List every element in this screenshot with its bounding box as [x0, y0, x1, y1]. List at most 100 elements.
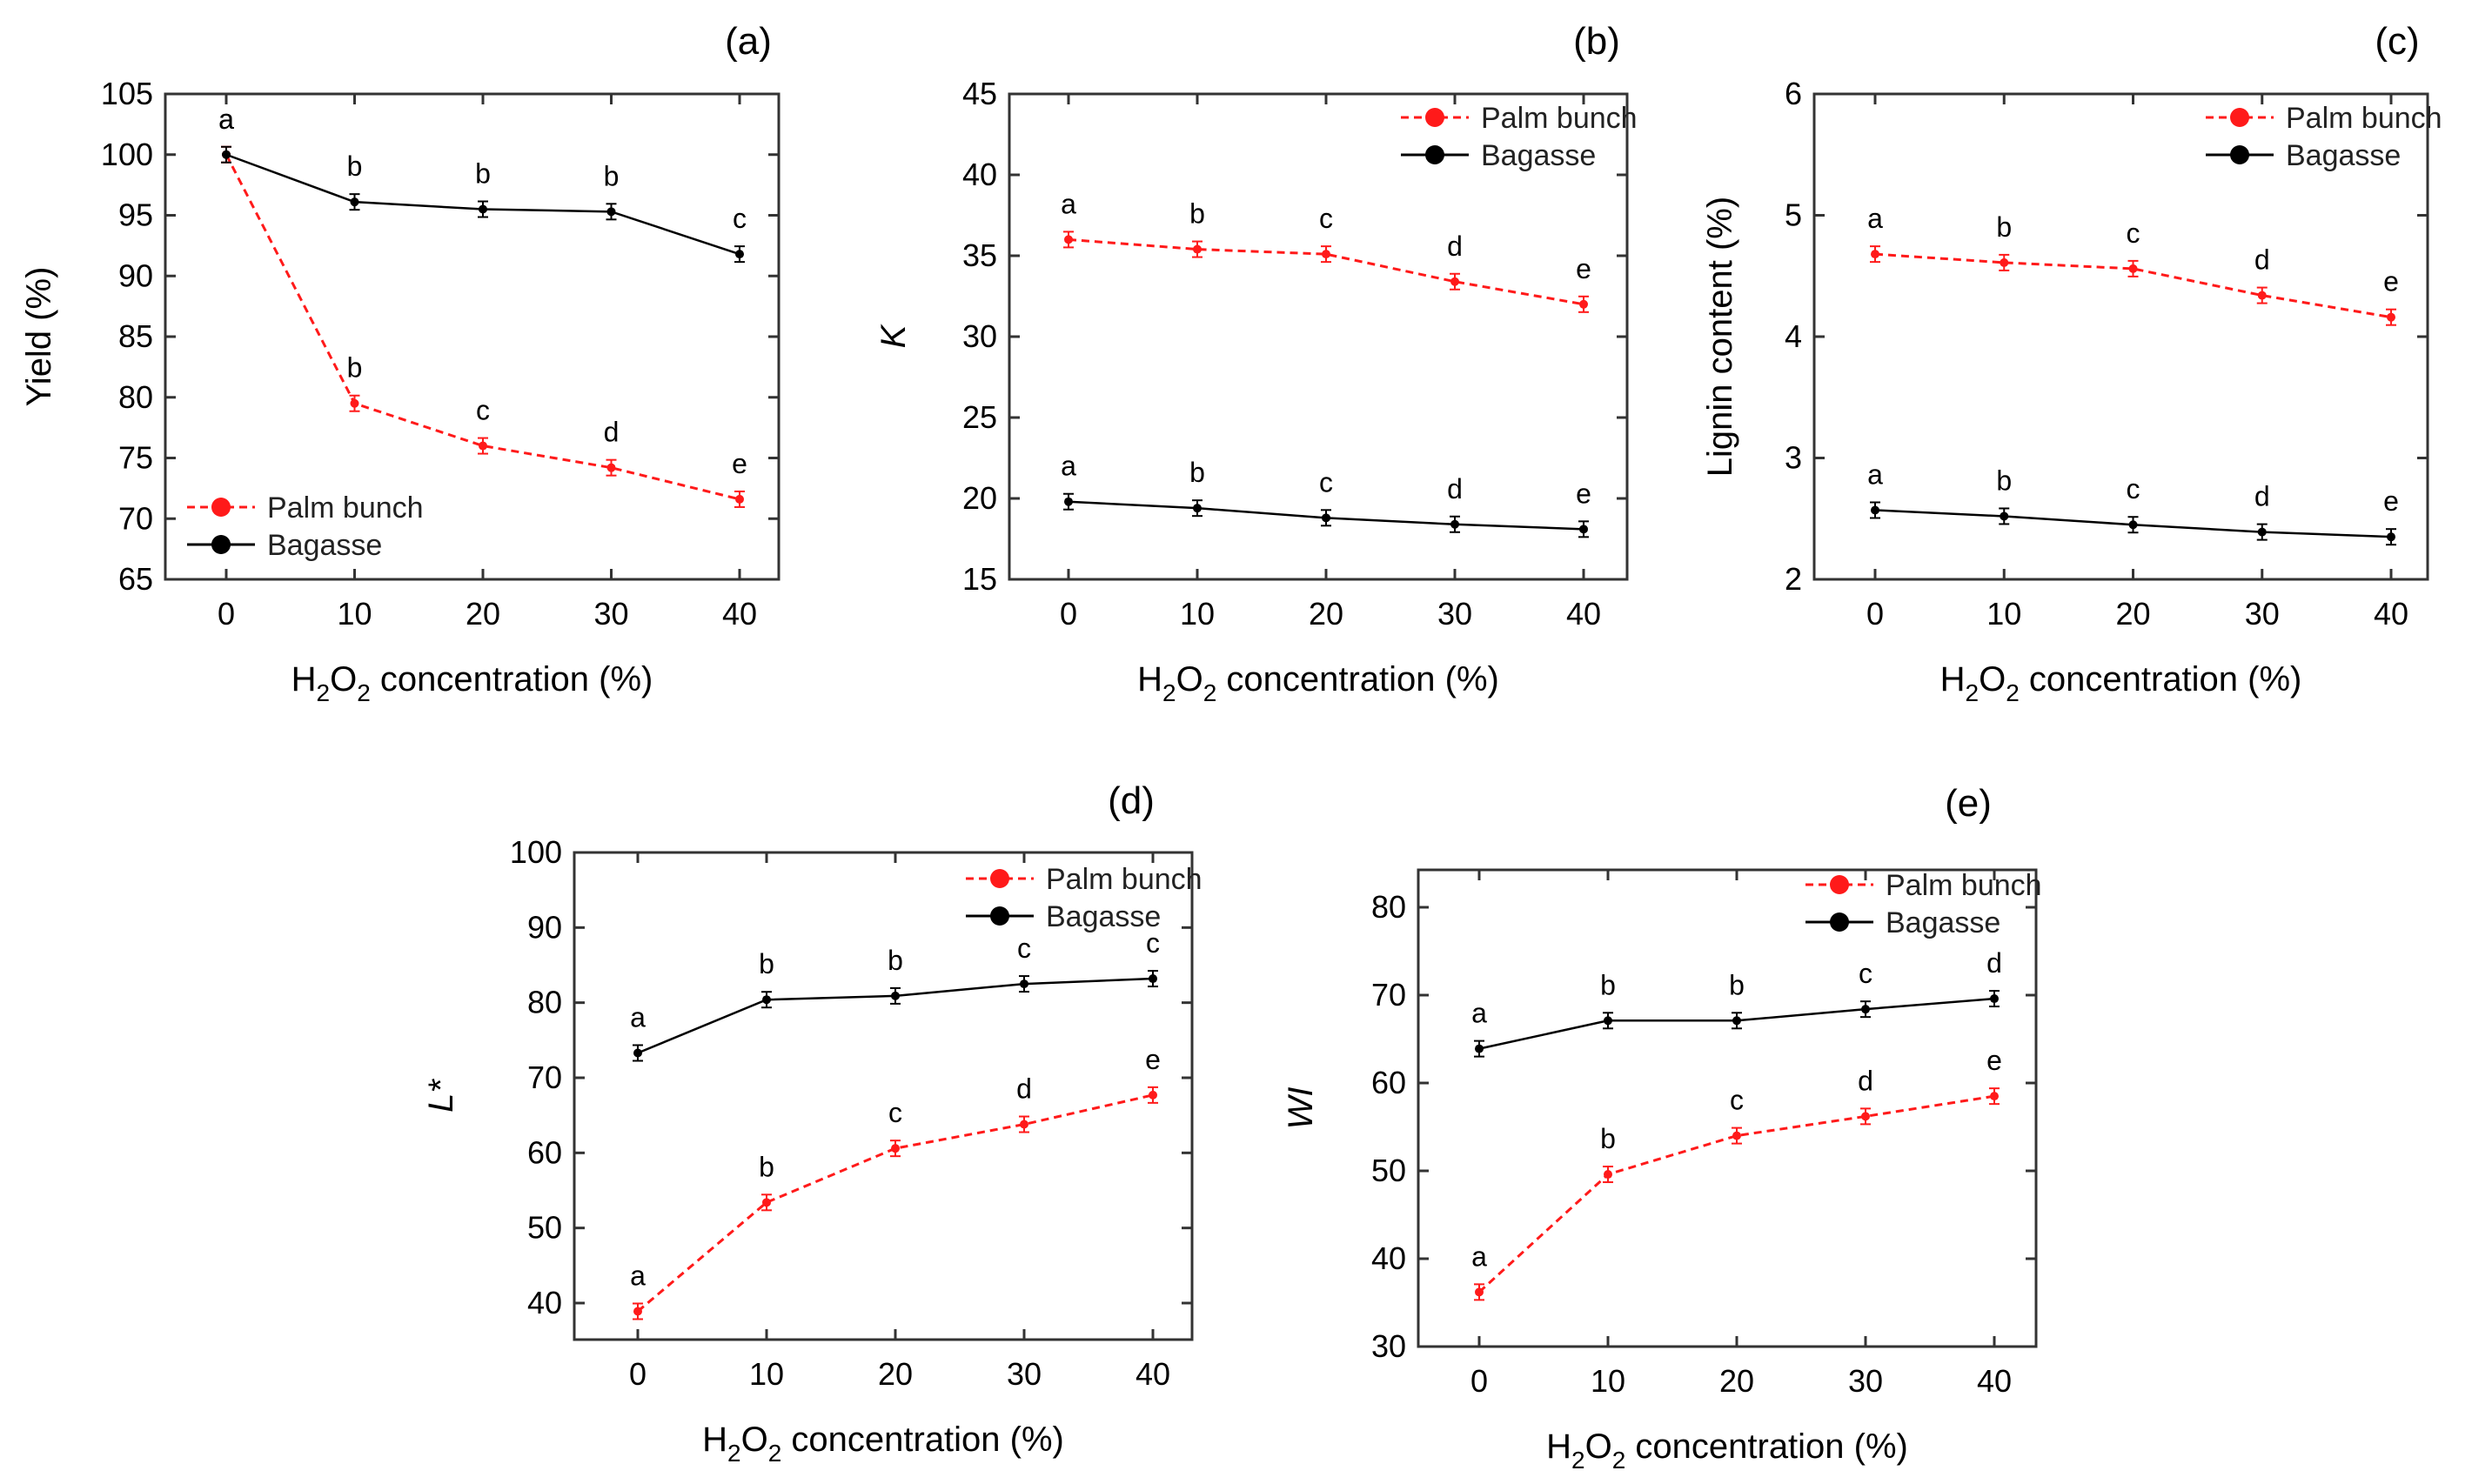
legend-palm-bunch-marker: [990, 869, 1009, 888]
y-tick-label: 40: [1371, 1240, 1406, 1276]
significance-letter: a: [630, 1002, 646, 1033]
significance-letter: c: [888, 1097, 902, 1128]
legend-palm-bunch-label: Palm bunch: [1481, 102, 1638, 135]
point-bagasse: [1871, 505, 1879, 515]
significance-letter: a: [1061, 451, 1076, 482]
point-bagasse: [633, 1048, 642, 1058]
y-tick-label: 40: [527, 1285, 562, 1320]
point-palm-bunch: [1193, 244, 1202, 254]
y-tick-label: 80: [527, 985, 562, 1020]
y-tick-label: 30: [962, 318, 997, 354]
x-tick-label: 40: [1136, 1356, 1170, 1392]
point-bagasse: [606, 207, 616, 217]
point-bagasse: [479, 204, 487, 214]
significance-letter: e: [1576, 253, 1591, 284]
y-axis-title: Yield (%): [20, 267, 58, 407]
y-tick-label: 25: [962, 399, 997, 435]
significance-letter: a: [1867, 203, 1883, 234]
legend-bagasse-marker: [1425, 145, 1444, 164]
significance-letter: d: [2254, 481, 2270, 512]
point-palm-bunch: [633, 1307, 642, 1316]
point-bagasse: [350, 197, 359, 207]
x-tick-label: 40: [2374, 596, 2408, 632]
panel-d: 40 50 60 70 80 90 100 0 10 20 30 40 H2O2 concentrati…: [422, 779, 1203, 1467]
legend-palm-bunch-marker: [1425, 108, 1444, 127]
y-tick-label: 50: [1371, 1153, 1406, 1188]
point-bagasse: [1604, 1016, 1612, 1026]
point-palm-bunch: [735, 494, 744, 504]
point-bagasse: [2387, 532, 2395, 542]
significance-letter: b: [475, 158, 491, 190]
significance-letter: b: [1729, 969, 1745, 1000]
significance-letter: a: [218, 104, 234, 135]
x-tick-label: 10: [1591, 1363, 1625, 1399]
legend-bagasse-marker: [2230, 145, 2249, 164]
significance-letter: a: [218, 104, 234, 135]
panel-a: 65 70 75 80 85 90 95 100 105 0 10 20 30 40 H2O2 concen…: [20, 20, 780, 706]
y-tick-label: 2: [1785, 561, 1802, 597]
x-tick-label: 20: [878, 1356, 913, 1392]
significance-letter: b: [1189, 198, 1205, 230]
significance-letter: e: [1145, 1044, 1161, 1075]
significance-letter: b: [347, 352, 363, 384]
point-bagasse: [1861, 1005, 1870, 1014]
significance-letter: c: [1146, 927, 1160, 959]
y-tick-label: 80: [1371, 889, 1406, 925]
point-bagasse: [1193, 504, 1202, 513]
y-axis-title: WI: [1282, 1087, 1320, 1130]
point-palm-bunch: [1020, 1120, 1028, 1129]
legend: Palm bunch Bagasse: [1805, 869, 2042, 939]
y-tick-label: 105: [101, 76, 153, 111]
panel-c: 2 3 4 5 6 0 10 20 30 40 H2O2 concentration (%) Lign…: [1701, 20, 2442, 706]
significance-letter: c: [1319, 466, 1333, 498]
point-bagasse: [1020, 979, 1028, 989]
significance-letter: c: [1730, 1085, 1744, 1116]
y-tick-label: 90: [527, 909, 562, 945]
point-palm-bunch: [1579, 299, 1588, 309]
significance-letter: b: [1600, 1123, 1616, 1154]
y-tick-label: 85: [118, 318, 153, 354]
point-bagasse: [1064, 497, 1073, 506]
point-palm-bunch: [606, 463, 616, 472]
significance-letter: c: [2127, 217, 2140, 249]
significance-letter: d: [1447, 473, 1463, 505]
point-bagasse: [2000, 511, 2009, 521]
point-palm-bunch: [1322, 250, 1330, 259]
significance-letter: b: [759, 1151, 774, 1182]
x-tick-label: 30: [1848, 1363, 1883, 1399]
legend-palm-bunch-label: Palm bunch: [1046, 863, 1203, 896]
point-palm-bunch: [2128, 264, 2138, 273]
significance-letter: c: [1017, 933, 1031, 964]
plot-frame: [573, 851, 1194, 1341]
point-bagasse: [1149, 974, 1157, 984]
significance-letter: b: [1600, 969, 1616, 1000]
point-bagasse: [1450, 519, 1459, 529]
x-tick-label: 10: [1180, 596, 1215, 632]
y-tick-label: 6: [1785, 76, 1802, 111]
significance-letter: c: [1319, 203, 1333, 234]
point-bagasse: [1579, 525, 1588, 534]
x-tick-label: 20: [1719, 1363, 1754, 1399]
y-axis-title: Lignin content (%): [1701, 197, 1739, 477]
series-line-palm-bunch: [637, 1093, 1154, 1313]
x-tick-label: 40: [1566, 596, 1601, 632]
y-axis-title: L*: [422, 1079, 460, 1113]
point-palm-bunch: [762, 1198, 771, 1207]
x-tick-label: 20: [466, 596, 500, 632]
series-line-palm-bunch: [224, 154, 740, 501]
significance-letter: a: [1471, 998, 1487, 1029]
point-bagasse: [891, 991, 900, 1000]
y-tick-label: 35: [962, 237, 997, 273]
point-palm-bunch: [1149, 1090, 1157, 1100]
y-tick-label: 75: [118, 440, 153, 476]
point-palm-bunch: [1064, 235, 1073, 244]
y-tick-label: 70: [118, 500, 153, 536]
x-axis-title: H2O2 concentration (%): [1940, 660, 2302, 706]
panel-label: (a): [725, 20, 772, 63]
x-tick-label: 10: [1986, 596, 2021, 632]
significance-letter: d: [2254, 244, 2270, 276]
significance-letter: e: [1576, 478, 1591, 509]
point-bagasse: [2128, 520, 2138, 530]
significance-letter: a: [1867, 458, 1883, 490]
significance-letter: b: [759, 948, 774, 979]
